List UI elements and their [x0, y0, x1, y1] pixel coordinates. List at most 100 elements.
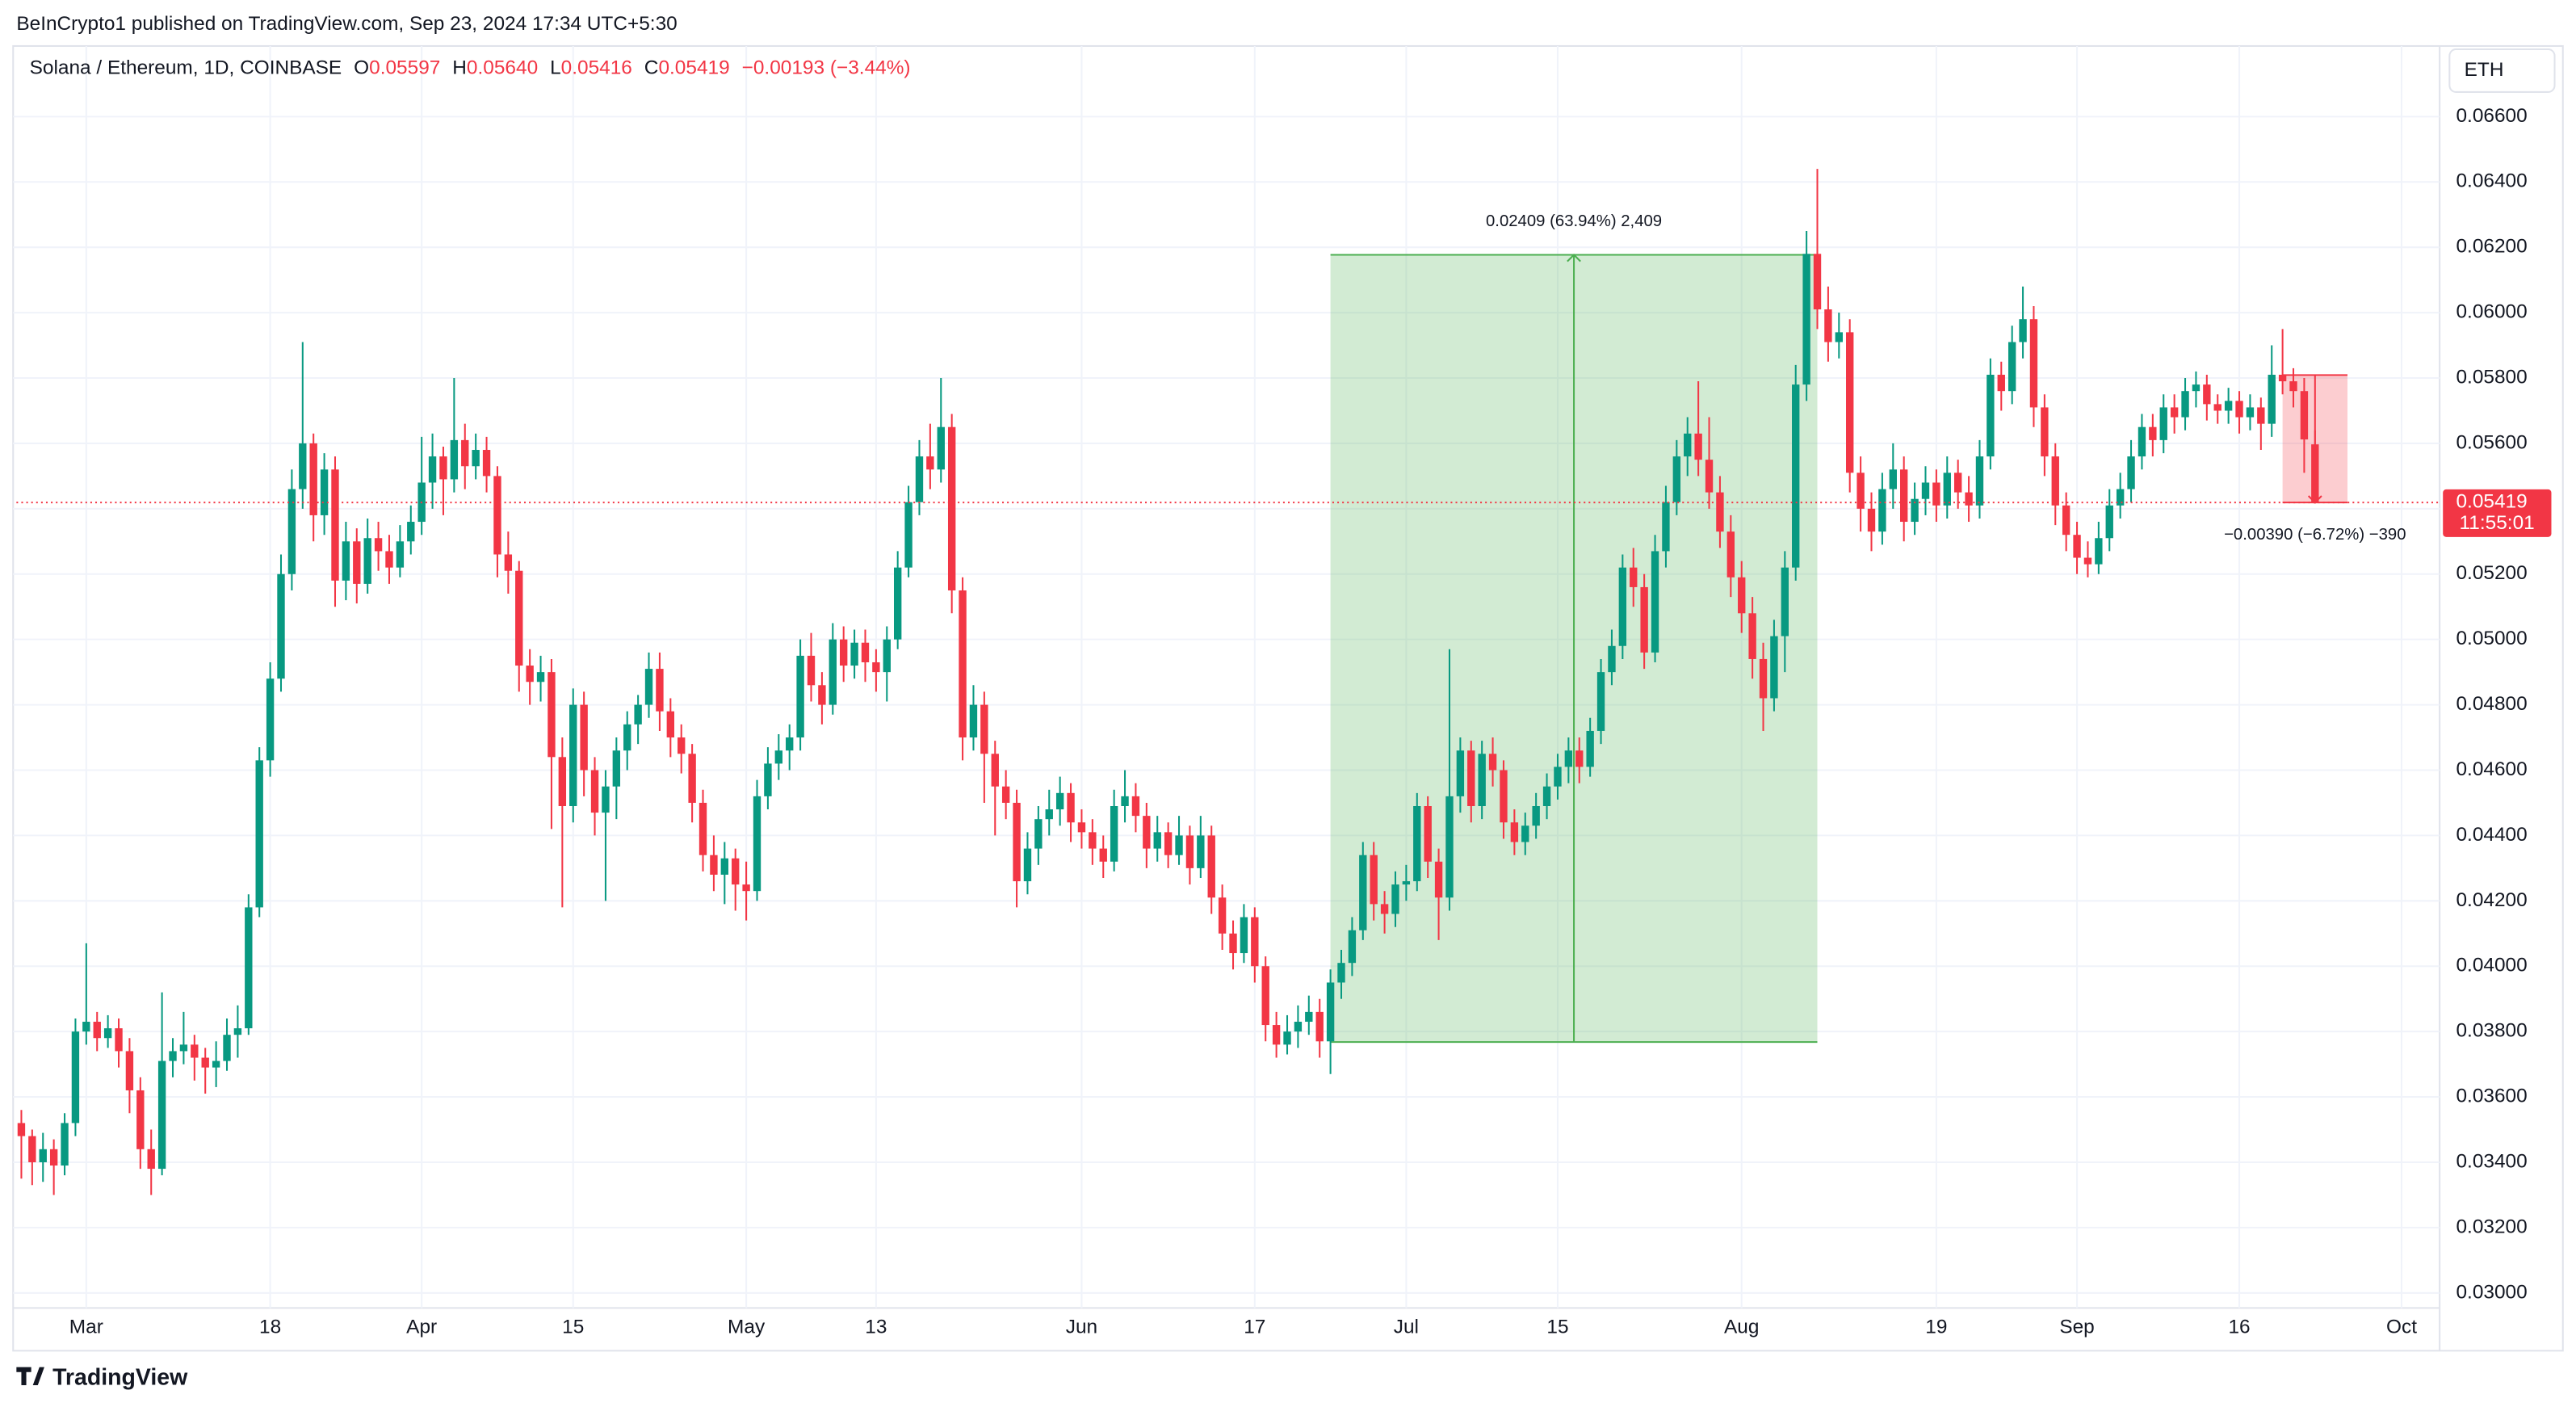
candle-body	[590, 770, 599, 813]
candle-body	[1240, 917, 1248, 954]
last-price-tag	[2443, 489, 2552, 537]
candle-body	[1337, 963, 1345, 983]
candle-body	[1596, 672, 1605, 731]
candle-body	[764, 763, 772, 796]
logo-mark	[16, 1367, 44, 1386]
candle-body	[255, 760, 263, 908]
candle-body	[1802, 254, 1810, 385]
candle-body	[125, 1051, 134, 1090]
y-tick-label: 0.03800	[2456, 1020, 2527, 1042]
candle-body	[1824, 309, 1832, 342]
candle-body	[1488, 754, 1497, 771]
candle-body	[569, 704, 577, 806]
candle-body	[1878, 489, 1886, 532]
candle-body	[1380, 904, 1389, 914]
candle-body	[2138, 426, 2146, 457]
candle-body	[1023, 848, 1032, 882]
candle-body	[1067, 792, 1075, 823]
candle-body	[407, 522, 415, 542]
candle-body	[2170, 407, 2179, 418]
candle-body	[233, 1028, 242, 1035]
candle-body	[947, 426, 956, 590]
candle-body	[1726, 531, 1735, 578]
candle-body	[1554, 766, 1562, 787]
candle-body	[1781, 567, 1789, 636]
y-tick-label: 0.06400	[2456, 170, 2527, 192]
candle-body	[309, 443, 317, 515]
currency-box[interactable]	[2448, 48, 2556, 93]
candle-body	[656, 669, 664, 712]
chart-frame	[12, 44, 2564, 1352]
candle-body	[93, 1022, 101, 1039]
candle-body	[1608, 645, 1616, 673]
candle-body	[1294, 1022, 1303, 1032]
candle-body	[1792, 384, 1800, 568]
currency[interactable]: ETH	[2465, 59, 2504, 81]
candle-body	[169, 1051, 177, 1061]
candle-body	[2213, 404, 2221, 411]
candle-body	[1521, 825, 1529, 842]
candle-body	[1900, 469, 1908, 523]
candle-body	[82, 1022, 90, 1032]
measures: 0.02409 (63.94%) 2,409 −0.00390 (−6.72%) …	[1330, 212, 2406, 1044]
candle-body	[915, 456, 924, 502]
y-tick-label: 0.04400	[2456, 824, 2527, 846]
y-tick-label: 0.06000	[2456, 301, 2527, 323]
candle-body	[287, 489, 296, 574]
candle-body	[1077, 822, 1086, 833]
candle-body	[872, 662, 880, 673]
candle-body	[374, 538, 383, 552]
ohlc-value: 0.05419	[658, 57, 729, 79]
candle-body	[1131, 796, 1140, 817]
candle-body	[1921, 482, 1930, 499]
candle-body	[548, 672, 556, 758]
candle-body	[1965, 492, 1973, 506]
candle-body	[1478, 754, 1486, 806]
candle-body	[1618, 567, 1627, 646]
y-tick-label: 0.04200	[2456, 889, 2527, 911]
candle-body	[396, 541, 405, 568]
candle-body	[1846, 332, 1854, 473]
publisher-line: BeInCrypto1 published on TradingView.com…	[16, 13, 677, 35]
candle-body	[959, 590, 967, 738]
candle-body	[28, 1136, 36, 1162]
candle-body	[136, 1090, 145, 1149]
candle-body	[1089, 832, 1097, 849]
x-tick-label: Jul	[1394, 1316, 1419, 1338]
candle-body	[2257, 407, 2265, 424]
candle-body	[980, 704, 988, 754]
candle-body	[1813, 254, 1822, 310]
candle-body	[504, 554, 513, 571]
candle-body	[818, 685, 826, 705]
x-tick-label: Oct	[2386, 1316, 2417, 1338]
countdown: 11:55:01	[2460, 512, 2535, 534]
candle-body	[1911, 498, 1919, 523]
candle-body	[1445, 796, 1454, 898]
candle-body	[1662, 502, 1670, 552]
candle-body	[904, 502, 913, 568]
candle-body	[1672, 456, 1681, 502]
candle-body	[2051, 456, 2059, 506]
candle-body	[1640, 586, 1648, 653]
candle-body	[969, 704, 978, 738]
x-tick-label: 18	[259, 1316, 281, 1338]
candle-body	[1456, 750, 1465, 796]
candle-body	[1110, 805, 1118, 862]
candle-body	[774, 750, 782, 764]
x-tick-label: Sep	[2059, 1316, 2094, 1338]
ohlc-value: 0.05597	[369, 57, 440, 79]
candle-body	[266, 678, 275, 761]
candle-body	[2105, 505, 2113, 539]
candle-body	[353, 541, 361, 584]
candle-body	[1034, 819, 1043, 849]
candle-body	[201, 1057, 209, 1068]
candle-body	[1143, 816, 1151, 849]
y-tick-label: 0.04600	[2456, 758, 2527, 780]
candle-body	[331, 469, 339, 581]
candle-body	[1943, 472, 1951, 506]
candle-body	[61, 1123, 69, 1166]
candle-body	[1759, 658, 1768, 699]
y-tick-label: 0.06200	[2456, 236, 2527, 258]
candle-body	[2300, 391, 2309, 440]
